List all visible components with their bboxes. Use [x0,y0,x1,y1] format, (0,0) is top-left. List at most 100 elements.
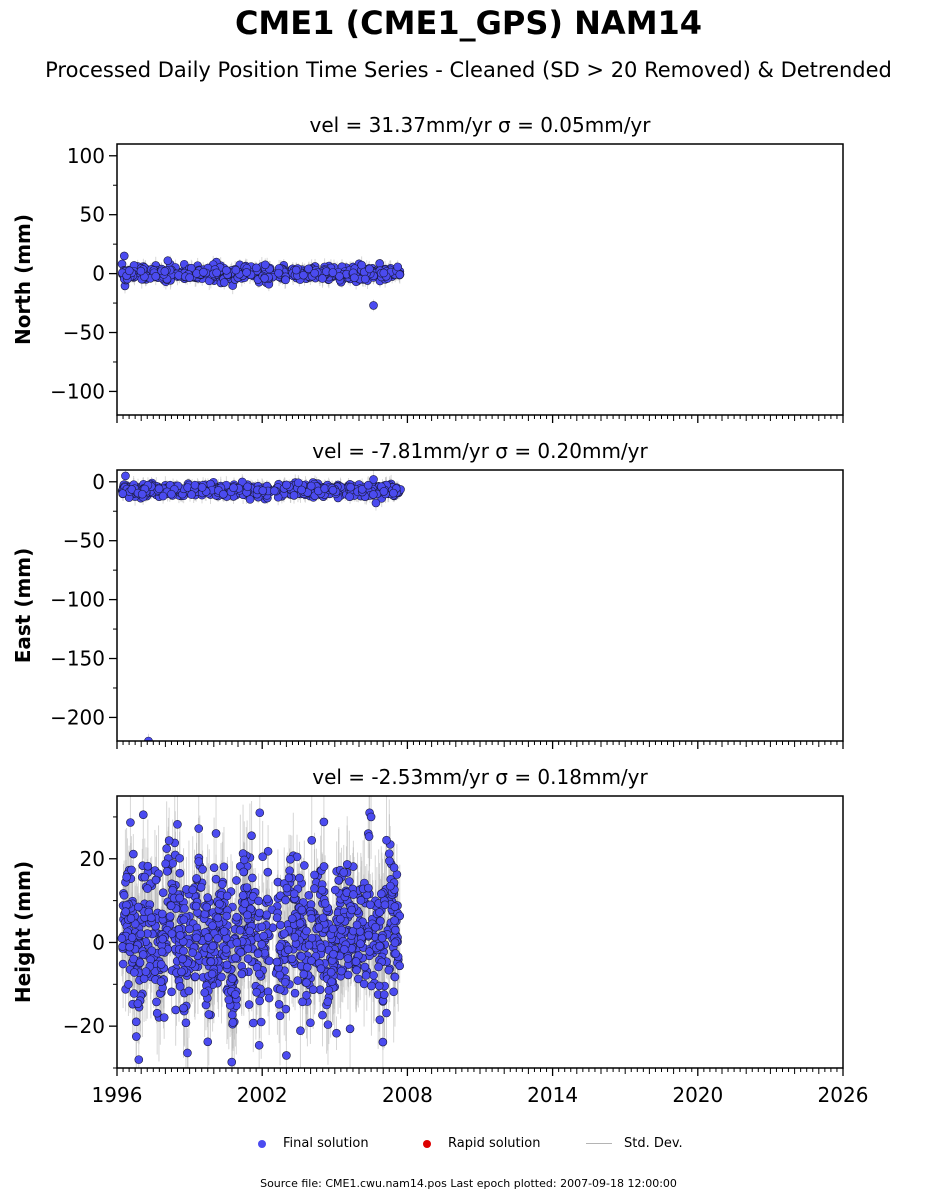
data-point [243,954,253,963]
data-point [175,868,185,878]
data-point [188,948,197,957]
data-point [377,933,387,943]
data-point [144,736,153,741]
data-point [192,874,201,883]
data-point [294,478,303,488]
data-point [351,957,361,966]
data-point [151,875,161,885]
data-point [363,480,373,490]
data-point [360,962,370,972]
data-point [317,885,327,895]
data-point [156,977,166,986]
y-axis-label: North (mm) [11,214,35,345]
data-point [335,272,344,281]
data-point [245,926,255,936]
data-point [318,1010,327,1020]
data-point [147,946,157,955]
data-point [238,891,248,900]
data-point [203,893,212,902]
data-point [190,972,200,981]
data-point [200,988,209,997]
data-point [173,820,182,829]
data-point [118,959,128,969]
data-point [287,954,297,964]
data-point [231,990,240,999]
panel-title: vel = 31.37mm/yr σ = 0.05mm/yr [310,113,652,137]
plot-frame [116,469,844,742]
data-point [258,486,268,495]
data-point [275,985,285,994]
data-point [127,865,136,875]
data-point [386,881,395,891]
data-point [231,953,240,963]
data-point [237,969,247,979]
data-point [187,490,196,499]
data-point [159,1013,169,1022]
data-point [291,265,301,275]
data-point [328,485,338,495]
data-point [218,879,227,889]
data-point [306,481,316,491]
data-point [350,273,359,283]
data-point [255,996,264,1006]
data-point [157,909,167,919]
y-tick-label: −100 [50,379,105,403]
data-point [222,911,232,921]
data-point [289,889,299,899]
data-point [192,933,201,943]
data-point [254,1040,264,1050]
data-point [154,484,164,494]
data-point [375,259,384,268]
data-point [274,1000,284,1009]
data-point [126,818,135,827]
data-point [345,492,354,502]
data-point [384,849,394,858]
data-point [395,270,405,279]
data-point [134,902,143,912]
data-point [196,882,206,892]
data-point [232,876,241,885]
data-point [213,913,223,923]
data-point [160,267,170,276]
data-point [379,268,389,278]
data-point [378,1037,388,1047]
chart-panel-3: vel = -2.53mm/yr σ = 0.18mm/yr Height (mm… [11,765,868,1107]
y-axis-label: East (mm) [11,548,35,664]
data-point [352,920,362,930]
data-point [349,890,358,899]
data-point [244,1000,254,1009]
data-point [289,491,299,500]
data-point [224,995,234,1005]
data-point [124,980,133,989]
data-point [245,495,255,504]
data-point [158,934,167,944]
data-point [229,483,238,493]
data-point [361,971,371,980]
data-point [307,933,317,943]
data-point [283,945,293,955]
data-point [281,275,290,285]
data-point [391,949,400,958]
x-ticks [116,415,844,423]
data-point [288,914,297,923]
data-point [389,488,398,498]
data-point [199,267,208,277]
data-point [156,960,166,969]
data-point [127,933,137,942]
data-point [136,929,146,939]
data-point [254,969,264,979]
data-point [304,940,314,950]
data-point [275,970,285,980]
data-point [265,956,274,966]
data-point [385,856,394,866]
data-point [228,974,237,984]
data-point [179,915,189,925]
data-point [324,985,334,995]
data-point [190,480,200,490]
data-point [143,861,153,871]
data-point [129,849,138,859]
panel-title: vel = -7.81mm/yr σ = 0.20mm/yr [312,439,648,463]
data-point [263,894,272,904]
data-point [360,274,370,284]
